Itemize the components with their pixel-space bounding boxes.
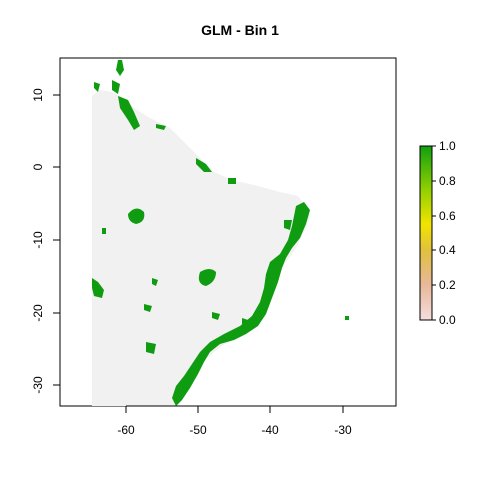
suitable-patch [118, 96, 140, 130]
legend-tick-label: 0.2 [439, 278, 456, 292]
x-tick-label: -40 [261, 423, 279, 437]
x-tick-label: -50 [189, 423, 207, 437]
x-tick-label: -60 [117, 423, 135, 437]
legend-tick-label: 0.8 [439, 174, 456, 188]
suitable-patch [345, 316, 349, 320]
colorbar-ticks [432, 145, 436, 321]
legend-tick-label: 0.4 [439, 243, 456, 257]
legend-tick-label: 1.0 [439, 139, 456, 153]
suitable-patch [112, 80, 120, 94]
suitable-patch [152, 278, 158, 286]
suitable-patch [116, 60, 124, 76]
suitable-patch [144, 304, 152, 312]
suitable-patch [172, 202, 310, 406]
y-axis [53, 94, 61, 386]
page-title: GLM - Bin 1 [201, 22, 279, 38]
x-tick-label: -30 [334, 423, 352, 437]
y-tick-label: -20 [31, 304, 45, 322]
suitable-areas [92, 60, 349, 406]
suitable-patch [156, 124, 166, 130]
land-mass [92, 90, 310, 406]
suitable-patch [284, 220, 292, 230]
suitable-patch [198, 269, 216, 286]
suitable-patch [102, 228, 106, 234]
y-tick-label: -30 [31, 376, 45, 394]
y-tick-label: -10 [31, 231, 45, 249]
suitable-patch [228, 178, 236, 184]
suitable-patch [94, 82, 100, 92]
legend-tick-label: 0.0 [439, 313, 456, 327]
y-tick-label: 10 [31, 88, 45, 102]
colorbar [419, 145, 433, 321]
suitable-patch [146, 342, 156, 354]
x-axis [125, 405, 344, 413]
suitable-patch [92, 278, 104, 298]
y-tick-label: 0 [31, 163, 45, 170]
suitable-patch [128, 208, 145, 224]
suitable-patch [212, 312, 220, 320]
legend-tick-label: 0.6 [439, 209, 456, 223]
suitable-patch [196, 158, 212, 172]
